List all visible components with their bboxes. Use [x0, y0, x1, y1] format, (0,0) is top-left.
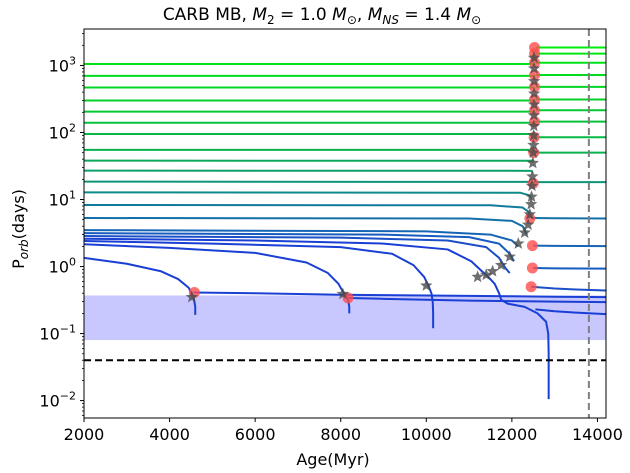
series-line-14: [531, 217, 606, 220]
star-marker-9: [518, 226, 531, 238]
x-tick-label: 2000: [64, 425, 105, 444]
y-axis-label: Porb(days): [9, 189, 31, 269]
star-marker-20: [527, 119, 541, 132]
series-line-20: [84, 159, 535, 163]
star-marker-23: [527, 87, 541, 99]
star-marker-25: [527, 62, 541, 74]
series-line-6: [535, 308, 606, 316]
y-tick-label: 103: [49, 54, 76, 75]
series-line-16: [84, 191, 533, 199]
star-marker-6: [494, 258, 508, 271]
plot-content: [84, 29, 606, 418]
series-line-15: [84, 203, 531, 219]
x-tick-label: 12000: [486, 425, 537, 444]
plot-frame: [83, 28, 607, 419]
star-marker-18: [527, 138, 540, 151]
circle-marker-3: [526, 262, 538, 274]
y-tick-label: 101: [49, 189, 76, 210]
star-marker-15: [526, 170, 539, 182]
y-tick-label: 100: [49, 256, 76, 277]
star-marker-0: [185, 290, 198, 303]
star-marker-2: [420, 279, 433, 291]
series-line-17: [84, 180, 533, 185]
star-marker-5: [486, 264, 499, 277]
x-tick-label: 8000: [320, 425, 361, 444]
series-line-1: [193, 291, 606, 299]
star-marker-14: [525, 179, 539, 192]
star-marker-12: [524, 197, 538, 210]
y-tick-label: 10−2: [39, 390, 76, 411]
series-line-7: [84, 235, 511, 274]
x-tick-label: 14000: [572, 425, 623, 444]
plot-area: [84, 29, 606, 418]
circle-marker-2: [525, 281, 537, 293]
y-tick-label: 102: [49, 121, 76, 142]
shaded-band: [84, 295, 606, 341]
series-line-3: [348, 296, 606, 304]
star-marker-3: [471, 270, 484, 283]
x-tick-label: 6000: [235, 425, 276, 444]
star-marker-17: [527, 146, 540, 158]
series-line-4: [84, 240, 435, 329]
x-axis-label: Age(Myr): [296, 450, 369, 469]
circle-marker-4: [526, 240, 538, 252]
series-line-21: [84, 148, 536, 152]
series-line-5: [84, 237, 550, 400]
circle-marker-16: [529, 42, 541, 54]
star-marker-1: [336, 287, 350, 300]
series-line-8: [531, 285, 606, 292]
star-marker-13: [525, 190, 538, 202]
chart-title: CARB MB, M2 = 1.0 M⊙, MNS = 1.4 M⊙: [163, 5, 481, 27]
star-marker-11: [523, 207, 537, 220]
series-line-10: [533, 267, 606, 270]
x-tick-label: 10000: [401, 425, 452, 444]
star-marker-21: [527, 108, 541, 121]
axes: 2000 4000 6000 8000 10000 12000 14000 10−2 10−1 1…: [39, 28, 623, 444]
x-tick-label: 4000: [149, 425, 190, 444]
star-marker-4: [480, 268, 493, 281]
series-line-19: [84, 169, 534, 174]
star-marker-16: [526, 156, 540, 169]
star-marker-10: [521, 218, 535, 231]
star-marker-22: [527, 98, 541, 110]
star-marker-24: [527, 74, 541, 87]
y-tick-label: 10−1: [39, 323, 76, 344]
star-marker-8: [512, 237, 525, 249]
star-marker-7: [503, 250, 516, 263]
star-marker-19: [527, 129, 540, 141]
star-marker-26: [527, 51, 541, 64]
